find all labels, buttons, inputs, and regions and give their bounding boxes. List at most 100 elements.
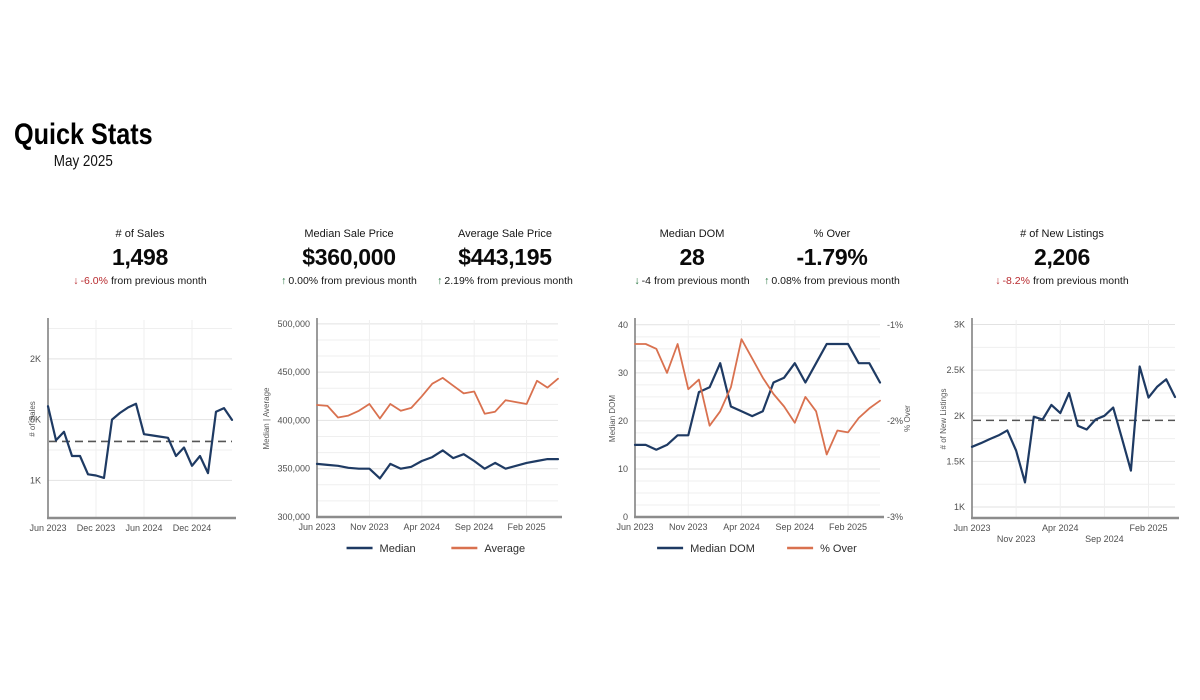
change-suffix: from previous month (477, 275, 573, 287)
number-of-sales-trend-svg: 1K 1.5K 2K Jun 2023 Dec 2023 Jun 2024 Dec 2024… (22, 318, 236, 533)
stat-value: $443,195 (458, 244, 552, 270)
change-value: -4 (641, 275, 651, 287)
change-suffix: from previous month (110, 275, 207, 287)
stat-value: 28 (679, 244, 705, 270)
change-value: 0.00% (288, 275, 319, 287)
x-tick-label: Nov 2023 (997, 534, 1036, 544)
stat-label: % Over (813, 228, 851, 240)
change-suffix: from previous month (804, 275, 900, 287)
series-line-average (316, 377, 559, 420)
y-tick-label: 20 (618, 416, 628, 426)
legend-label-over: % Over (820, 543, 857, 555)
legend-label-average: Average (484, 543, 525, 555)
stat-label: Median Sale Price (304, 228, 394, 240)
y-tick-label: 400,000 (277, 415, 310, 425)
chart-number-of-sales: 1K 1.5K 2K Jun 2023 Dec 2023 Jun 2024 Dec 2024… (22, 312, 240, 552)
change-value: -8.2% (1002, 275, 1030, 287)
x-tick-label: Sep 2024 (776, 522, 815, 532)
right-y-tick-label: -2% (887, 416, 903, 426)
change-value: 2.19% (444, 275, 475, 287)
right-y-tick-label: -1% (887, 320, 903, 330)
x-tick-label: Jun 2023 (616, 522, 653, 532)
x-tick-label: Nov 2023 (669, 522, 708, 532)
stat-change: ↓ -4 from previous month (612, 275, 772, 288)
y-tick-label: 350,000 (277, 464, 310, 474)
report-title: Quick Stats (14, 118, 153, 151)
x-tick-label: Sep 2024 (455, 522, 494, 532)
y-axis-title: # of Sales (28, 401, 37, 437)
stat-number-of-sales: # of Sales 1,498 ↓ -6.0% from previous mon… (50, 227, 230, 288)
stat-change: ↑ 2.19% from previous month (425, 275, 585, 288)
change-value: 0.08% (771, 275, 802, 287)
x-tick-label: Feb 2025 (829, 522, 867, 532)
y-tick-label: 40 (618, 320, 628, 330)
down-arrow-icon: ↓ (995, 275, 1001, 287)
chart-new-listings: 1K 1.5K 2K 2.5K 3K Jun 2023 Nov 2023 Apr 2024 Se… (938, 312, 1192, 567)
x-tick-label: Jun 2023 (29, 523, 66, 533)
x-tick-label: Feb 2025 (1130, 523, 1168, 533)
stat-change: ↓ -8.2% from previous month (972, 275, 1152, 288)
x-tick-label: Apr 2024 (404, 522, 441, 532)
up-arrow-icon: ↑ (281, 275, 287, 287)
y-axis-title: Median DOM (608, 395, 617, 442)
legend-label-median-dom: Median DOM (690, 543, 755, 555)
x-tick-label: Nov 2023 (350, 522, 389, 532)
down-arrow-icon: ↓ (634, 275, 640, 287)
right-y-axis-title: % Over (903, 405, 912, 432)
up-arrow-icon: ↑ (764, 275, 770, 287)
chart-dom-percent-over: 0 10 20 30 40 -1% -2% -3% Jun 2023 Nov 2023 Apr 20… (606, 312, 920, 565)
stat-average-sale-price: Average Sale Price $443,195 ↑ 2.19% from p… (425, 227, 585, 288)
y-axis-title: Median | Average (262, 387, 271, 450)
y-tick-label: 0 (623, 512, 628, 522)
stat-value: $360,000 (302, 244, 396, 270)
up-arrow-icon: ↑ (437, 275, 443, 287)
stat-label: Median DOM (659, 228, 725, 240)
y-tick-label: 10 (618, 464, 628, 474)
series-line-of-new-listings (970, 365, 1177, 484)
stat-value: 1,498 (111, 244, 169, 270)
chart-sale-price: 300,000 350,000 400,000 450,000 500,000 Jun 2… (260, 312, 564, 565)
x-tick-label: Jun 2023 (298, 522, 335, 532)
report-header: Quick Stats May 2025 (14, 118, 153, 172)
x-tick-label: Dec 2024 (173, 523, 212, 533)
y-tick-label: 1.5K (28, 415, 41, 425)
stat-label: # of Sales (115, 228, 165, 240)
dom-and-percent-over-trend-svg: 0 10 20 30 40 -1% -2% -3% Jun 2023 Nov 2023 Apr 20… (608, 318, 912, 555)
y-axis-title: # of New Listings (939, 389, 948, 450)
right-y-tick-label: -3% (887, 512, 903, 522)
stat-change: ↓ -6.0% from previous month (50, 275, 230, 288)
y-tick-label: 300,000 (277, 512, 310, 522)
y-tick-label: 1K (30, 475, 41, 485)
change-suffix: from previous month (653, 275, 750, 287)
y-tick-label: 2K (30, 354, 41, 364)
x-tick-label: Jun 2023 (953, 523, 990, 533)
legend-label-median: Median (380, 543, 416, 555)
y-tick-label: 1K (954, 502, 965, 512)
x-tick-label: Dec 2023 (77, 523, 116, 533)
change-suffix: from previous month (321, 275, 417, 287)
stat-label: Average Sale Price (458, 228, 552, 240)
stat-label: # of New Listings (1020, 228, 1104, 240)
change-suffix: from previous month (1032, 275, 1129, 287)
stat-change: ↑ 0.00% from previous month (269, 275, 429, 288)
change-value: -6.0% (80, 275, 108, 287)
y-tick-label: 30 (618, 368, 628, 378)
series-line-of-sales (46, 402, 234, 479)
x-tick-label: Apr 2024 (723, 522, 760, 532)
series-line-over (634, 338, 881, 456)
y-tick-label: 2K (954, 411, 965, 421)
down-arrow-icon: ↓ (73, 275, 79, 287)
new-listings-trend-svg: 1K 1.5K 2K 2.5K 3K Jun 2023 Nov 2023 Apr 2024 Se… (939, 318, 1179, 544)
x-tick-label: Feb 2025 (508, 522, 546, 532)
stat-value: -1.79% (796, 244, 868, 270)
stat-median-dom: Median DOM 28 ↓ -4 from previous month (612, 227, 772, 288)
y-tick-label: 2.5K (946, 365, 965, 375)
stat-median-sale-price: Median Sale Price $360,000 ↑ 0.00% from pr… (269, 227, 429, 288)
series-line-median (315, 449, 560, 480)
x-tick-label: Jun 2024 (125, 523, 162, 533)
sale-price-trend-svg: 300,000 350,000 400,000 450,000 500,000 Jun 2… (262, 318, 562, 555)
x-tick-label: Apr 2024 (1042, 523, 1079, 533)
y-tick-label: 500,000 (277, 319, 310, 329)
y-tick-label: 3K (954, 320, 965, 330)
